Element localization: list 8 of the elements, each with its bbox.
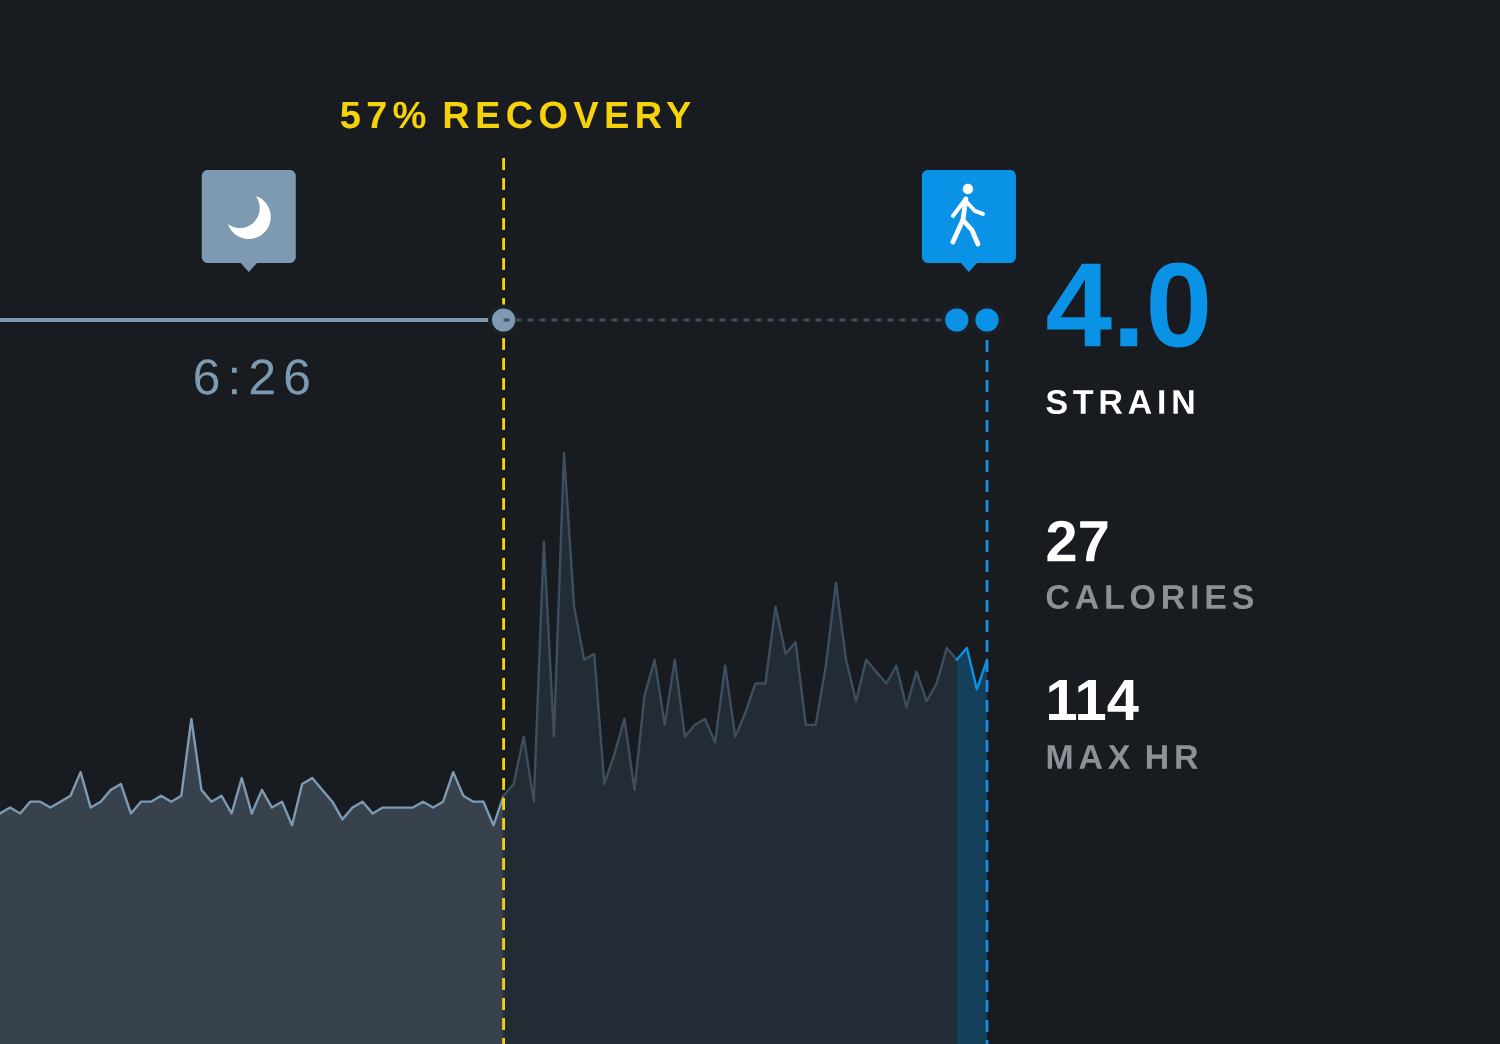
text: CALORIES bbox=[1046, 584, 1254, 610]
text: 57% RECOVERY bbox=[340, 101, 691, 129]
text: 4.0 bbox=[1047, 262, 1208, 348]
text: MAX HR bbox=[1047, 745, 1198, 769]
text: 27 bbox=[1047, 520, 1108, 562]
text: STRAIN bbox=[1046, 389, 1194, 415]
text: 6:26 bbox=[195, 359, 309, 395]
text: 114 bbox=[1049, 680, 1139, 720]
